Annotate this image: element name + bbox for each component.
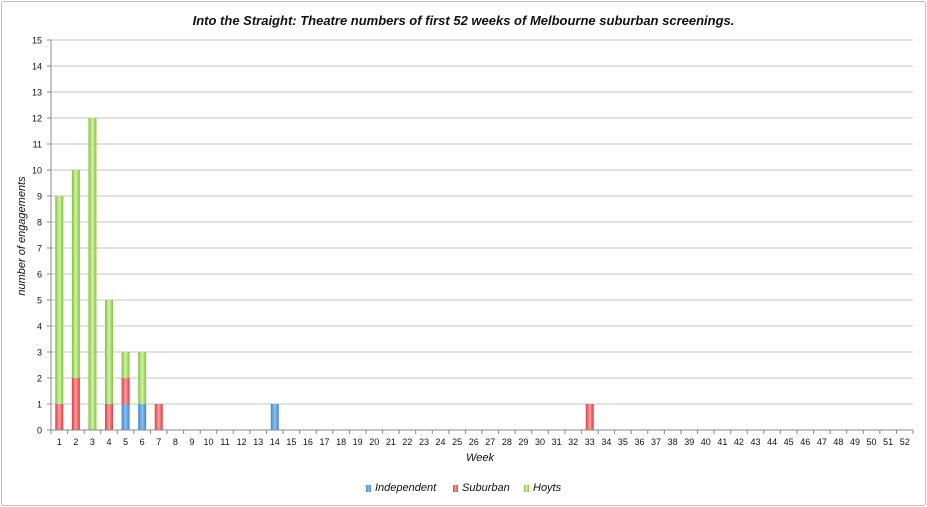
y-tick-label: 15 <box>32 36 42 46</box>
y-tick-label: 10 <box>32 166 42 176</box>
x-tick-label: 24 <box>436 437 446 447</box>
x-tick-label: 39 <box>684 437 694 447</box>
x-tick-label: 30 <box>535 437 545 447</box>
x-tick-label: 37 <box>651 437 661 447</box>
x-tick-label: 18 <box>336 437 346 447</box>
x-tick-label: 25 <box>452 437 462 447</box>
y-tick-label: 1 <box>37 400 42 410</box>
x-tick-label: 31 <box>552 437 562 447</box>
x-tick-label: 1 <box>57 437 62 447</box>
bar-independent-week-6 <box>138 404 147 430</box>
x-tick-label: 26 <box>469 437 479 447</box>
x-tick-label: 21 <box>386 437 396 447</box>
x-tick-label: 44 <box>767 437 777 447</box>
x-tick-label: 40 <box>701 437 711 447</box>
x-tick-label: 15 <box>286 437 296 447</box>
y-tick-label: 11 <box>33 140 42 150</box>
bar-hoyts-week-1 <box>55 196 64 404</box>
legend-label-hoyts: Hoyts <box>533 482 562 494</box>
x-tick-label: 3 <box>90 437 95 447</box>
x-tick-label: 41 <box>717 437 727 447</box>
x-tick-label: 11 <box>220 437 229 447</box>
x-axis-label: Week <box>466 452 494 464</box>
x-tick-label: 4 <box>107 437 112 447</box>
x-tick-label: 28 <box>502 437 512 447</box>
legend-label-independent: Independent <box>375 482 437 494</box>
y-tick-label: 5 <box>37 296 42 306</box>
x-tick-label: 33 <box>585 437 595 447</box>
x-tick-label: 10 <box>203 437 213 447</box>
y-tick-label: 3 <box>37 348 42 358</box>
x-tick-label: 19 <box>353 437 363 447</box>
x-tick-label: 35 <box>618 437 628 447</box>
bar-suburban-week-1 <box>55 404 64 430</box>
chart-title: Into the Straight: Theatre numbers of fi… <box>192 13 735 28</box>
x-tick-label: 49 <box>850 437 860 447</box>
x-tick-label: 27 <box>485 437 495 447</box>
y-axis-label: number of engagements <box>16 176 28 296</box>
x-tick-label: 9 <box>189 437 194 447</box>
bar-suburban-week-7 <box>154 404 163 430</box>
x-tick-label: 7 <box>156 437 161 447</box>
x-tick-label: 52 <box>900 437 910 447</box>
bar-hoyts-week-5 <box>121 352 130 378</box>
x-tick-label: 36 <box>634 437 644 447</box>
x-tick-label: 42 <box>734 437 744 447</box>
x-tick-label: 20 <box>369 437 379 447</box>
legend-swatch-hoyts <box>524 485 529 492</box>
x-tick-label: 47 <box>817 437 827 447</box>
bar-hoyts-week-2 <box>71 170 80 378</box>
x-tick-label: 12 <box>237 437 247 447</box>
x-tick-label: 14 <box>270 437 280 447</box>
x-tick-label: 45 <box>784 437 794 447</box>
y-tick-label: 13 <box>32 88 42 98</box>
x-tick-label: 22 <box>402 437 412 447</box>
x-tick-label: 51 <box>883 437 893 447</box>
chart-legend: Independent Suburban Hoyts <box>0 482 927 496</box>
y-tick-label: 2 <box>37 374 42 384</box>
y-tick-label: 7 <box>37 244 42 254</box>
legend-swatch-suburban <box>453 485 458 492</box>
legend-swatch-independent <box>366 485 371 492</box>
bar-hoyts-week-6 <box>138 352 147 404</box>
y-tick-label: 0 <box>37 426 42 436</box>
bar-hoyts-week-3 <box>88 118 97 430</box>
x-tick-label: 8 <box>173 437 178 447</box>
x-tick-label: 16 <box>303 437 313 447</box>
x-tick-label: 50 <box>867 437 877 447</box>
x-tick-label: 5 <box>123 437 128 447</box>
x-tick-label: 34 <box>601 437 611 447</box>
y-tick-label: 12 <box>32 114 42 124</box>
y-tick-label: 4 <box>37 322 42 332</box>
x-tick-label: 13 <box>253 437 263 447</box>
x-tick-label: 23 <box>419 437 429 447</box>
x-tick-label: 48 <box>833 437 843 447</box>
bar-independent-week-5 <box>121 404 130 430</box>
y-tick-label: 14 <box>32 62 42 72</box>
x-tick-label: 6 <box>140 437 145 447</box>
x-tick-label: 29 <box>518 437 528 447</box>
bar-suburban-week-5 <box>121 378 130 404</box>
bar-suburban-week-4 <box>105 404 114 430</box>
legend-label-suburban: Suburban <box>462 482 510 494</box>
y-tick-label: 6 <box>37 270 42 280</box>
x-tick-label: 2 <box>73 437 78 447</box>
y-tick-label: 8 <box>37 218 42 228</box>
x-tick-label: 17 <box>320 437 330 447</box>
bar-hoyts-week-4 <box>105 300 114 404</box>
x-tick-label: 46 <box>800 437 810 447</box>
y-tick-label: 9 <box>37 192 42 202</box>
bar-independent-week-14 <box>270 404 279 430</box>
x-tick-label: 38 <box>668 437 678 447</box>
bar-suburban-week-2 <box>71 378 80 430</box>
x-tick-label: 32 <box>568 437 578 447</box>
x-tick-label: 43 <box>751 437 761 447</box>
bar-suburban-week-33 <box>585 404 594 430</box>
